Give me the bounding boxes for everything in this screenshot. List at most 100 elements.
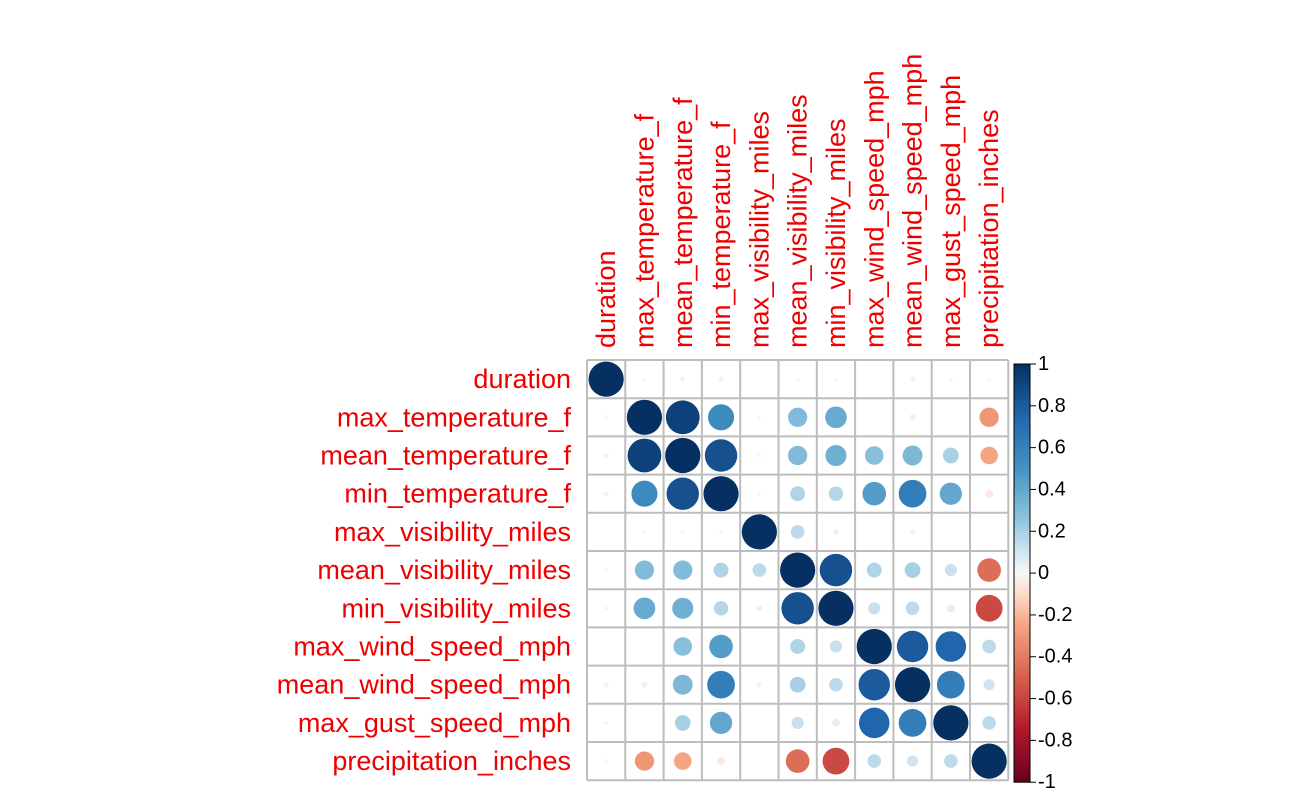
column-label: max_gust_speed_mph: [936, 75, 966, 348]
correlation-circle: [709, 711, 733, 735]
correlation-circle: [719, 530, 723, 534]
correlation-circle: [680, 530, 685, 534]
row-label: max_visibility_miles: [334, 517, 571, 547]
correlation-circle: [588, 361, 624, 397]
correlation-circle: [942, 447, 959, 464]
correlation-circle: [780, 552, 816, 588]
correlation-circle: [603, 453, 609, 458]
correlation-circle: [867, 754, 882, 768]
correlation-circle: [933, 705, 969, 741]
correlation-circle: [864, 446, 884, 465]
correlation-circle: [975, 594, 1003, 622]
correlation-circle: [785, 749, 810, 773]
correlation-circle: [674, 715, 691, 731]
correlation-circle: [680, 376, 686, 382]
correlation-circle: [604, 759, 608, 763]
row-label: max_wind_speed_mph: [293, 632, 571, 662]
correlation-circle: [894, 667, 931, 703]
correlation-circle: [788, 407, 808, 427]
correlation-circle: [790, 525, 805, 539]
correlation-circle: [788, 445, 808, 466]
colorbar-tick-label: 0.4: [1038, 478, 1066, 500]
correlation-circle: [790, 486, 806, 502]
correlation-circle: [633, 597, 656, 620]
correlation-circle: [980, 446, 998, 465]
correlation-circle: [642, 377, 647, 381]
colorbar-tick-label: 0.6: [1038, 437, 1066, 459]
colorbar-tick-label: -0.2: [1038, 604, 1072, 626]
correlation-circle: [756, 682, 762, 688]
colorbar-tick-label: -0.8: [1038, 729, 1072, 751]
correlation-circle: [604, 606, 608, 611]
colorbar-tick-label: 0.8: [1038, 395, 1066, 417]
column-label: mean_visibility_miles: [783, 94, 813, 348]
correlation-circle: [642, 530, 647, 534]
correlation-circle: [977, 558, 1001, 582]
correlation-circle: [756, 605, 763, 612]
correlation-circle: [672, 674, 693, 695]
grid-lines: [586, 359, 1010, 782]
row-label: mean_visibility_miles: [317, 555, 571, 585]
correlation-circle: [709, 634, 733, 659]
correlation-circle: [822, 747, 850, 775]
colorbar-tick-label: -0.6: [1038, 688, 1072, 710]
correlation-circle: [708, 404, 735, 431]
correlation-circle: [825, 444, 847, 467]
correlation-circle: [641, 681, 648, 688]
correlation-circle: [936, 670, 965, 699]
correlation-circle: [704, 439, 738, 472]
correlation-circle: [866, 562, 882, 578]
correlation-circle: [979, 407, 999, 427]
correlation-circle: [858, 668, 890, 701]
correlation-circle: [707, 670, 735, 699]
correlation-circle: [944, 754, 958, 768]
correlation-circle: [718, 376, 724, 382]
column-label: min_temperature_f: [706, 121, 736, 348]
row-label: min_temperature_f: [344, 479, 571, 509]
column-label: mean_temperature_f: [668, 97, 698, 348]
correlation-circles: [588, 361, 1007, 779]
column-label: min_visibility_miles: [821, 118, 851, 348]
correlation-circle: [757, 415, 762, 420]
colorbar-tick-label: -0.4: [1038, 646, 1072, 668]
correlation-circle: [604, 568, 608, 572]
correlation-circle: [898, 479, 927, 508]
correlation-circle: [789, 676, 806, 693]
column-label: duration: [591, 250, 621, 348]
column-label: max_wind_speed_mph: [859, 70, 889, 348]
correlation-circle: [752, 563, 767, 577]
correlation-circle: [603, 491, 609, 497]
correlation-circle: [983, 679, 995, 691]
colorbar-gradient: [1013, 363, 1031, 783]
correlation-circle: [910, 376, 916, 382]
correlation-circle: [944, 564, 957, 577]
correlation-circle: [971, 743, 1007, 779]
correlation-circle: [665, 400, 700, 435]
correlation-circle: [673, 637, 693, 656]
correlation-circle: [862, 481, 887, 506]
correlation-circle: [666, 477, 699, 510]
correlation-circle: [829, 640, 843, 653]
correlation-circle: [909, 414, 916, 421]
correlation-circle: [818, 590, 854, 626]
row-label: min_visibility_miles: [341, 593, 571, 623]
correlation-circle: [673, 752, 692, 770]
column-label: precipitation_inches: [974, 109, 1004, 348]
correlation-circle: [757, 491, 762, 496]
correlation-circle: [905, 601, 920, 616]
correlation-circle: [631, 480, 658, 507]
correlation-circle: [982, 716, 996, 730]
correlation-circle: [904, 562, 921, 578]
correlation-circle: [982, 639, 996, 654]
correlation-circle: [828, 486, 844, 501]
correlation-circle: [634, 751, 655, 771]
row-label: mean_wind_speed_mph: [277, 670, 571, 700]
correlation-circle: [717, 757, 725, 766]
correlation-circle: [795, 377, 800, 381]
correlation-circle: [672, 597, 694, 619]
correlation-circle: [791, 716, 804, 730]
column-label: mean_wind_speed_mph: [898, 54, 928, 348]
correlation-circle: [626, 399, 663, 435]
column-label: max_visibility_miles: [744, 111, 774, 348]
